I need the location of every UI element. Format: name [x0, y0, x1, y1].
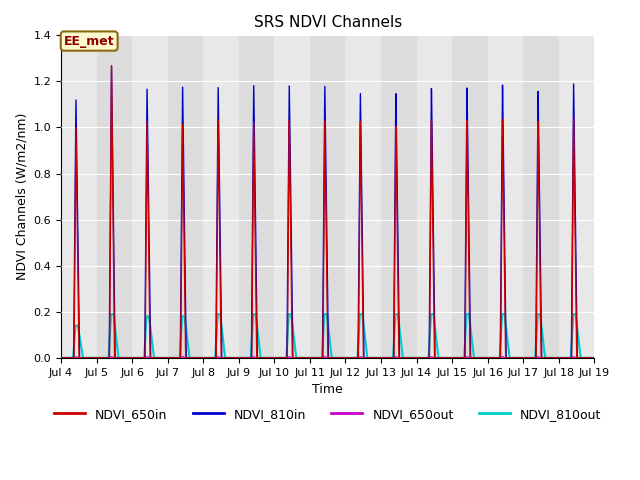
NDVI_650out — [57, 355, 65, 360]
NDVI_810in — [57, 355, 65, 360]
NDVI_650in — [108, 63, 115, 69]
Bar — [417, 36, 452, 358]
NDVI_650in — [257, 355, 264, 360]
NDVI_810out — [172, 355, 179, 360]
NDVI_810in — [401, 355, 409, 360]
Bar — [346, 36, 381, 358]
Line: NDVI_810out: NDVI_810out — [61, 314, 595, 358]
NDVI_810in — [589, 355, 596, 360]
NDVI_810in — [172, 355, 179, 360]
NDVI_810in — [591, 355, 598, 360]
NDVI_810out — [591, 355, 598, 360]
NDVI_650out — [401, 355, 409, 360]
NDVI_650in — [591, 355, 598, 360]
NDVI_810out — [166, 355, 173, 360]
NDVI_810out — [401, 355, 409, 360]
Bar — [275, 36, 310, 358]
X-axis label: Time: Time — [312, 383, 343, 396]
Text: EE_met: EE_met — [64, 35, 115, 48]
Bar — [132, 36, 168, 358]
Bar — [488, 36, 523, 358]
NDVI_810out — [589, 355, 596, 360]
NDVI_650out — [589, 355, 596, 360]
NDVI_810out — [57, 355, 65, 360]
Bar — [61, 36, 97, 358]
NDVI_650in — [166, 355, 173, 360]
NDVI_810in — [108, 63, 115, 69]
Legend: NDVI_650in, NDVI_810in, NDVI_650out, NDVI_810out: NDVI_650in, NDVI_810in, NDVI_650out, NDV… — [49, 403, 606, 426]
Bar — [559, 36, 595, 358]
NDVI_810in — [257, 355, 264, 360]
NDVI_650in — [57, 355, 65, 360]
NDVI_810in — [166, 355, 173, 360]
NDVI_650out — [166, 355, 173, 360]
Line: NDVI_650in: NDVI_650in — [61, 66, 595, 358]
NDVI_650out — [172, 355, 179, 360]
NDVI_810out — [477, 355, 484, 360]
NDVI_650in — [401, 355, 409, 360]
NDVI_650out — [72, 354, 80, 360]
NDVI_810in — [477, 355, 484, 360]
NDVI_650in — [172, 355, 179, 360]
NDVI_810out — [257, 355, 264, 360]
Line: NDVI_650out: NDVI_650out — [61, 357, 595, 358]
NDVI_650out — [477, 355, 484, 360]
NDVI_810out — [107, 311, 115, 317]
Bar — [204, 36, 239, 358]
NDVI_650in — [477, 355, 484, 360]
Line: NDVI_810in: NDVI_810in — [61, 66, 595, 358]
Y-axis label: NDVI Channels (W/m2/nm): NDVI Channels (W/m2/nm) — [15, 113, 28, 280]
NDVI_650out — [591, 355, 598, 360]
NDVI_650in — [589, 355, 596, 360]
Title: SRS NDVI Channels: SRS NDVI Channels — [253, 15, 402, 30]
NDVI_650out — [257, 355, 264, 360]
